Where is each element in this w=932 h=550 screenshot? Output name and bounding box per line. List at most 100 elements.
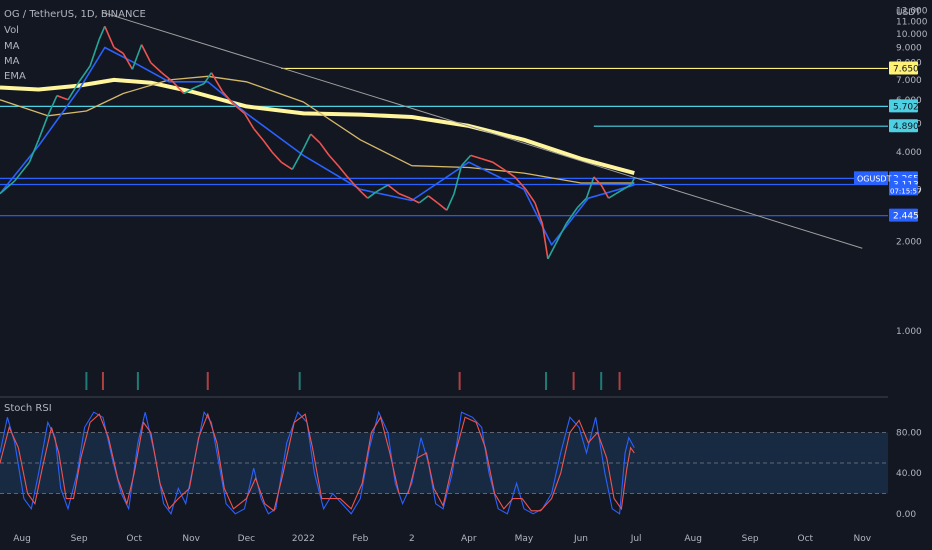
price-segment-56 [541,223,549,259]
price-segment-27 [262,139,273,153]
price-segment-37 [357,188,369,199]
price-tick-10: 11.000 [896,18,928,28]
indicator-label-ma-2[interactable]: MA [4,56,20,67]
price-segment-28 [271,151,282,163]
moving-averages [0,46,635,246]
price-segment-8 [78,65,91,83]
price-segment-50 [481,157,493,163]
price-segment-62 [593,176,602,186]
price-segment-5 [47,95,58,117]
level-label-2: 4.890 [893,122,919,132]
price-tick-6: 7.000 [896,76,922,86]
indicator-label-ma-1[interactable]: MA [4,41,20,52]
price-segment-25 [243,112,255,130]
price-tick-9: 10.000 [896,30,928,40]
level-label-0: 7.650 [893,64,919,74]
price-segment-57 [547,244,556,260]
time-tick-7: 2 [409,534,415,544]
time-tick-3: Nov [182,534,200,544]
level-label-bg-0 [889,61,918,75]
price-segment-31 [302,133,312,150]
stoch-tick-0: 0.00 [896,510,916,520]
price-segment-55 [534,202,544,224]
price-segment-67 [629,177,635,186]
volume-bar-0 [85,372,88,390]
price-segment-7 [67,81,80,101]
price-axis-panel[interactable] [888,0,932,550]
time-tick-10: Jun [573,534,588,544]
price-segment-41 [398,192,411,199]
price-segment-65 [615,188,624,195]
time-tick-4: Dec [238,534,255,544]
price-segment-20 [194,82,205,89]
price-segment-10 [98,26,106,40]
price-segment-53 [514,176,527,190]
stoch-series-d [0,412,635,512]
price-segment-46 [446,193,455,211]
price-segment-1 [0,180,16,195]
price-segment-2 [14,161,31,182]
volume-bar-2 [136,372,139,390]
indicator-label-vol[interactable]: Vol [4,25,19,36]
price-segment-26 [253,128,264,141]
volume-bar-3 [206,372,209,390]
price-segment-18 [172,81,185,95]
volume-bar-4 [298,372,301,390]
volume-bars [85,372,621,390]
price-tick-3: 4.000 [896,148,922,158]
price-segment-63 [600,184,610,199]
price-segment-47 [453,165,463,194]
level-label-5: 2.445 [893,212,919,222]
price-segment-16 [150,62,163,74]
stoch-rsi-series [0,410,635,516]
indicator-label-ema[interactable]: EMA [4,71,26,82]
price-segment-66 [622,184,632,190]
level-label-bg-5 [889,208,918,222]
price-segment-45 [437,202,448,211]
time-tick-14: Oct [797,534,813,544]
price-series [0,26,635,260]
price-segment-30 [291,148,305,170]
price-segment-60 [576,197,588,209]
price-segment-3 [28,139,40,163]
time-tick-11: Jul [630,534,642,544]
price-segment-40 [387,184,400,195]
price-tick-1: 2.000 [896,238,922,248]
price-segment-51 [492,161,505,171]
price-segment-24 [232,103,246,115]
stoch-rsi-title[interactable]: Stoch RSI [4,403,52,414]
price-segment-9 [89,38,101,67]
time-tick-1: Sep [71,534,88,544]
price-segment-58 [554,223,567,246]
last-price-countdown: 07:15:57 [890,187,921,195]
price-segment-59 [565,207,578,225]
price-segment-43 [418,195,429,204]
stoch-axis[interactable]: 0.00 40.00 80.00 [896,429,922,520]
level-label-bg-2 [889,119,918,133]
price-segment-29 [280,161,293,171]
price-segment-61 [585,176,595,199]
trendline[interactable] [102,12,863,249]
time-axis[interactable]: Aug Sep Oct Nov Dec 2022 Feb 2 Apr May Jun Jul Aug Se… [13,534,871,544]
stoch-tick-1: 40.00 [896,469,922,479]
price-segment-11 [104,26,115,48]
price-segment-6 [56,94,69,101]
price-segment-42 [409,197,420,204]
volume-bar-8 [600,372,603,390]
ma-series-0 [0,77,635,176]
time-tick-8: Apr [461,534,477,544]
currency-label: USDT [896,8,921,18]
price-segment-15 [140,44,152,64]
price-segment-64 [608,192,617,199]
symbol-title[interactable]: OG / TetherUS, 1D, BINANCE [4,9,146,20]
price-tick-8: 9.000 [896,43,922,53]
price-segment-54 [525,188,536,204]
price-segment-36 [346,176,360,190]
price-segment-34 [328,154,339,167]
price-segment-39 [376,184,389,193]
level-label-bg-1 [889,99,918,113]
time-tick-13: Sep [742,534,759,544]
price-segment-35 [337,165,349,178]
price-tick-11: 12.000 [896,6,928,16]
